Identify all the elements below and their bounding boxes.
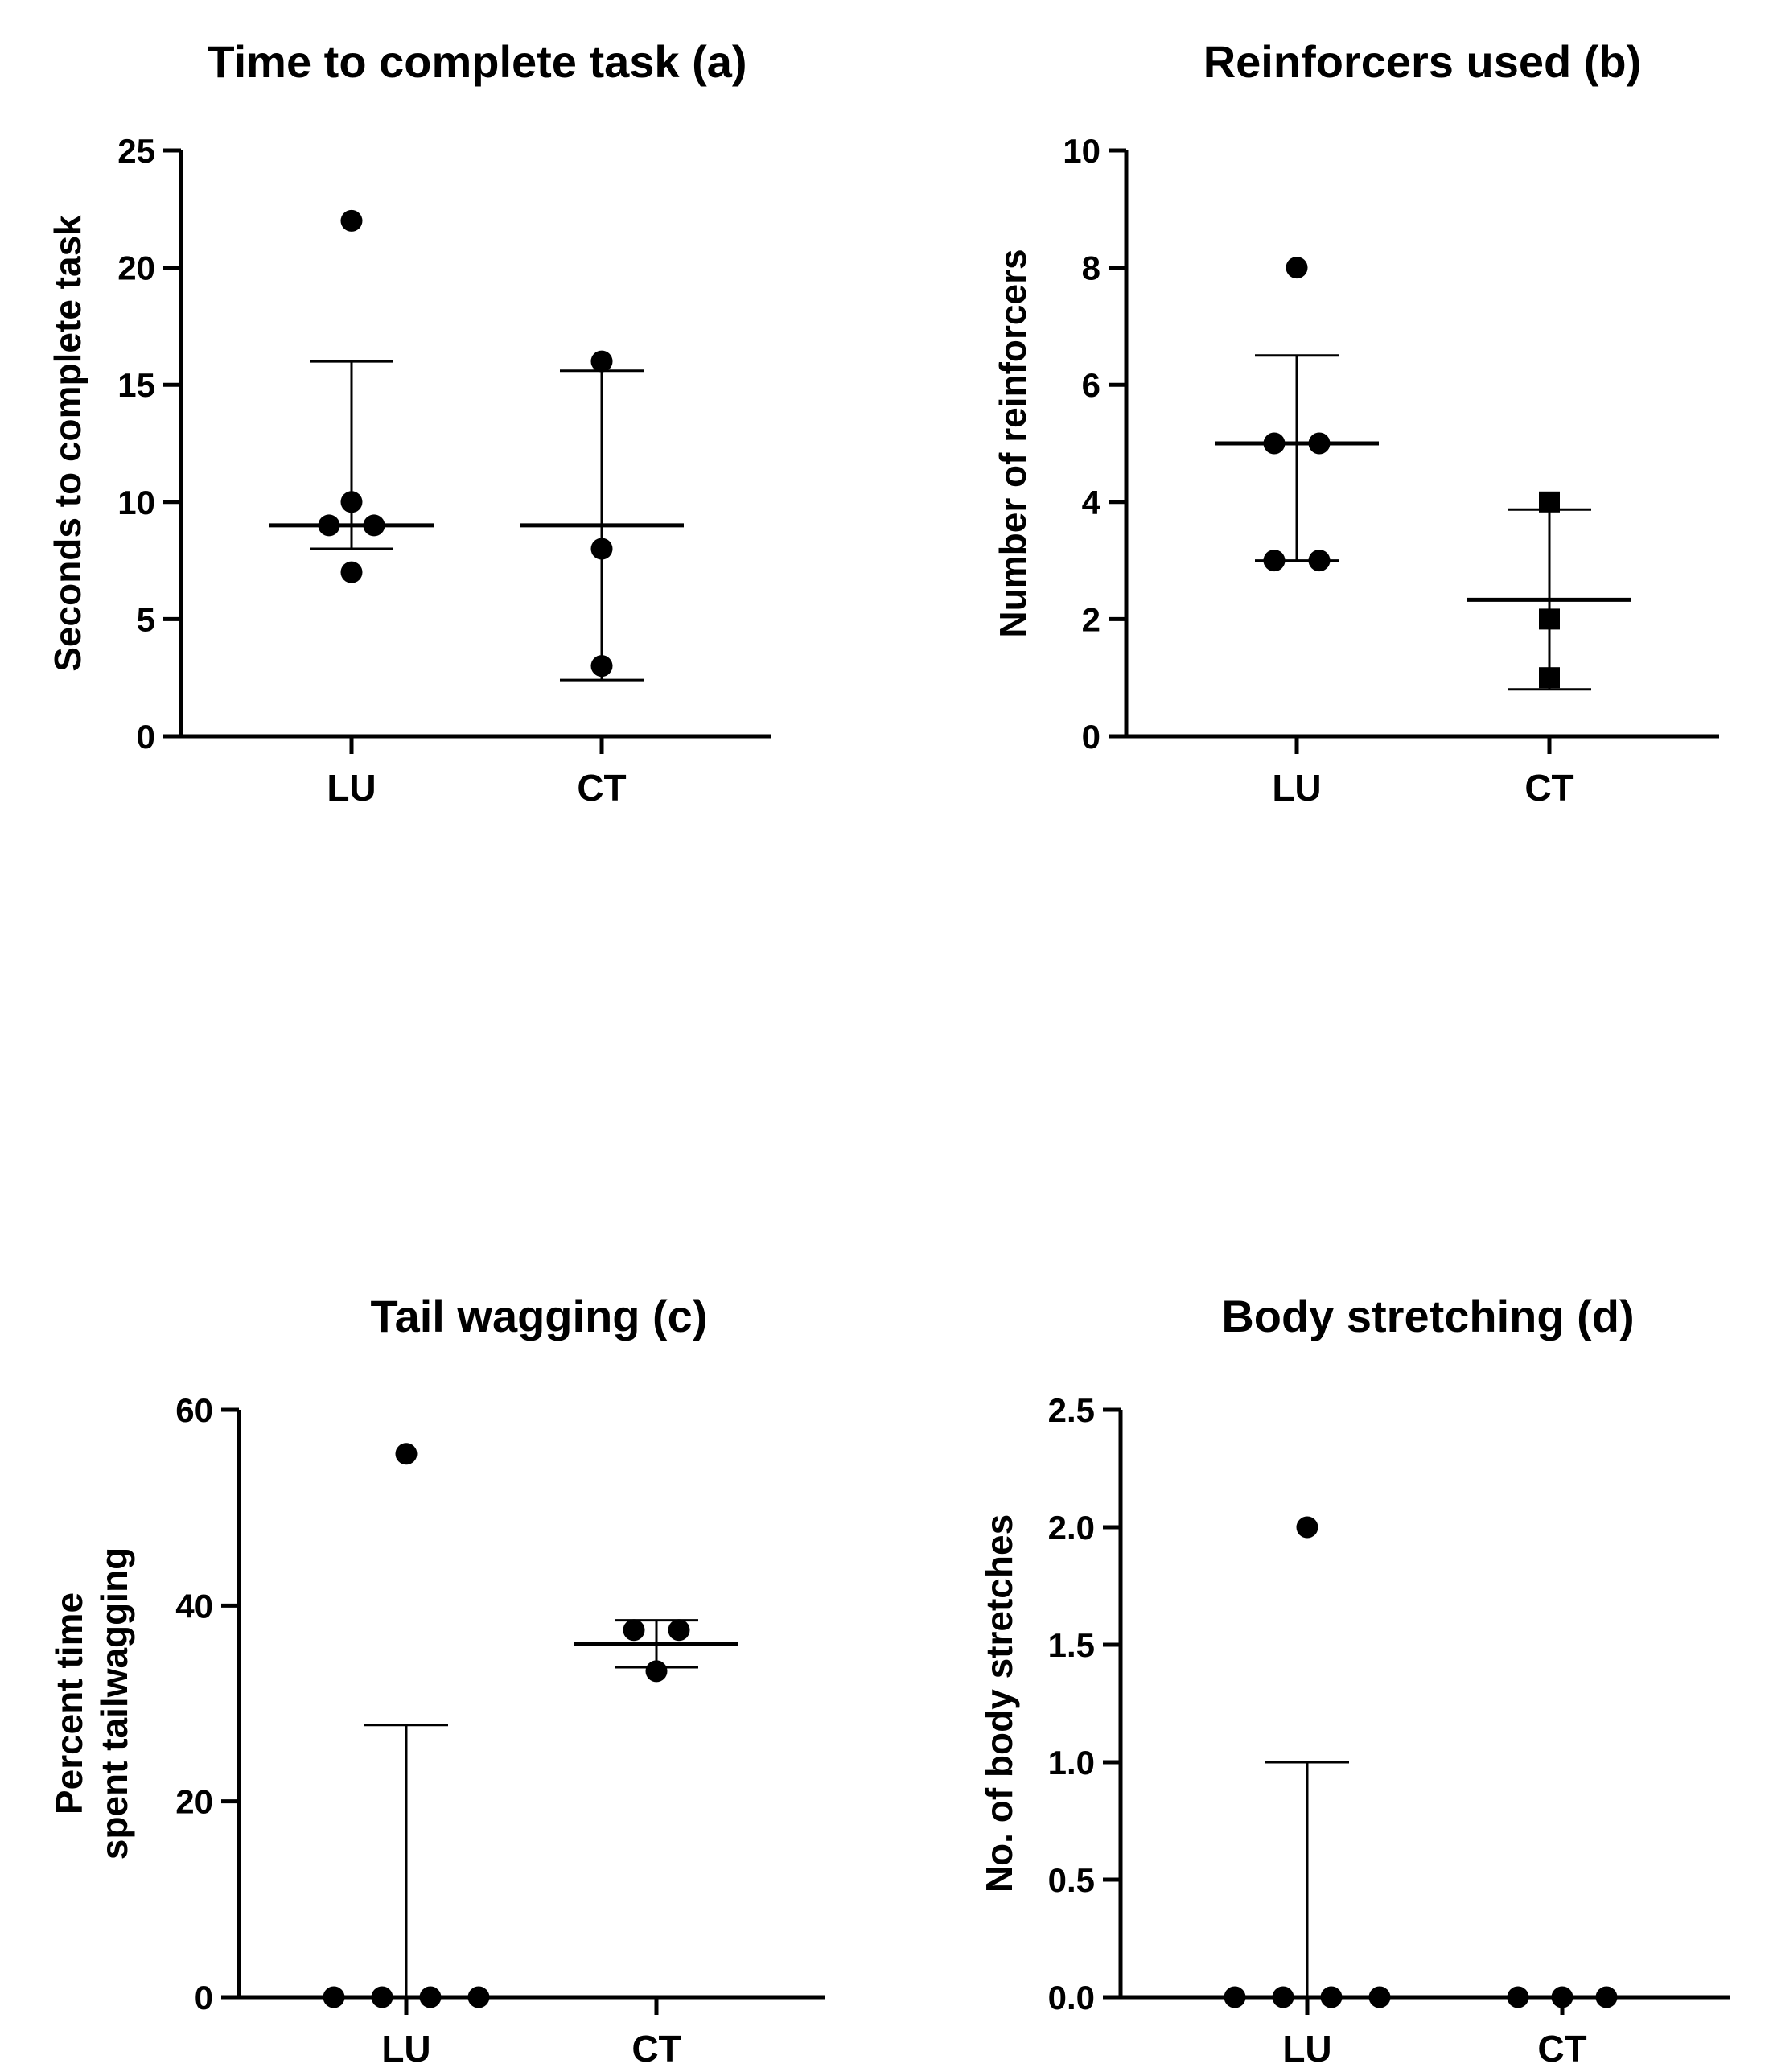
y-tick-label: 0 xyxy=(195,1979,213,2016)
data-point-lu xyxy=(1272,1986,1294,2008)
data-point-lu xyxy=(323,1986,345,2008)
y-tick-label: 4 xyxy=(1082,484,1101,521)
data-point-ct xyxy=(1539,608,1560,630)
data-point-lu xyxy=(318,514,340,537)
y-tick-label: 2.5 xyxy=(1048,1391,1095,1429)
data-point-lu xyxy=(340,209,363,232)
data-point-ct xyxy=(623,1619,645,1642)
x-tick-label: LU xyxy=(327,767,376,809)
chart-panel-a: Time to complete task (a) Seconds to comp… xyxy=(47,36,771,809)
y-axis-label: Seconds to complete task xyxy=(47,215,88,672)
data-point-ct xyxy=(1595,1986,1618,2008)
data-point-lu xyxy=(340,561,363,583)
y-tick-label: 10 xyxy=(117,484,155,521)
y-tick-label: 60 xyxy=(175,1391,213,1429)
y-tick-label: 20 xyxy=(117,249,155,287)
y-tick-label: 2 xyxy=(1082,600,1100,638)
chart-title: Time to complete task (a) xyxy=(207,36,747,87)
x-tick-label: LU xyxy=(1272,767,1321,809)
data-point-lu xyxy=(1320,1986,1343,2008)
y-axis-label-line: Number of reinforcers xyxy=(992,249,1034,637)
y-axis-label: Number of reinforcers xyxy=(992,249,1034,637)
data-point-lu xyxy=(1286,257,1308,279)
y-tick-label: 0 xyxy=(137,718,155,756)
data-point-lu xyxy=(340,491,363,513)
data-point-lu xyxy=(1368,1986,1391,2008)
y-tick-label: 8 xyxy=(1082,249,1100,287)
x-tick-label: LU xyxy=(381,2028,430,2070)
data-point-ct xyxy=(590,538,613,560)
data-point-lu xyxy=(1263,432,1286,455)
y-axis-label-line: Percent time xyxy=(48,1592,90,1815)
chart-panel-d: Body stretching (d) No. of body stretches… xyxy=(978,1291,1730,2070)
y-tick-label: 40 xyxy=(175,1587,213,1625)
data-point-lu xyxy=(467,1986,490,2008)
y-tick-label: 0.0 xyxy=(1048,1979,1095,2016)
data-point-lu xyxy=(1263,550,1286,572)
data-point-lu xyxy=(1308,432,1331,455)
y-tick-label: 0 xyxy=(1082,718,1100,756)
y-axis-label-line: spent tailwagging xyxy=(93,1547,135,1860)
x-tick-label: CT xyxy=(1524,767,1573,809)
y-tick-label: 0.5 xyxy=(1048,1861,1095,1899)
data-point-ct xyxy=(645,1660,668,1683)
chart-title: Tail wagging (c) xyxy=(371,1291,708,1341)
chart-title: Reinforcers used (b) xyxy=(1203,36,1642,87)
data-point-lu xyxy=(419,1986,442,2008)
y-tick-label: 1.0 xyxy=(1048,1744,1095,1782)
y-tick-label: 10 xyxy=(1063,132,1100,170)
y-tick-label: 6 xyxy=(1082,366,1100,404)
y-tick-label: 25 xyxy=(117,132,155,170)
data-point-ct xyxy=(590,655,613,678)
y-tick-label: 1.5 xyxy=(1048,1626,1095,1664)
data-point-ct xyxy=(1507,1986,1529,2008)
y-tick-label: 15 xyxy=(117,366,155,404)
data-point-ct xyxy=(1551,1986,1573,2008)
x-tick-label: CT xyxy=(577,767,626,809)
chart-panel-b: Reinforcers used (b) Number of reinforcer… xyxy=(992,36,1719,809)
data-point-ct xyxy=(1539,491,1560,513)
y-axis-label: Percent timespent tailwagging xyxy=(48,1547,135,1860)
data-point-ct xyxy=(668,1619,690,1642)
chart-title: Body stretching (d) xyxy=(1221,1291,1634,1341)
data-point-lu xyxy=(363,514,385,537)
x-tick-label: CT xyxy=(1537,2028,1586,2070)
data-point-lu xyxy=(1308,550,1331,572)
data-point-lu xyxy=(1296,1516,1318,1539)
y-axis-label-line: No. of body stretches xyxy=(978,1514,1020,1893)
y-axis-label-line: Seconds to complete task xyxy=(47,215,88,672)
data-point-lu xyxy=(371,1986,393,2008)
y-tick-label: 5 xyxy=(137,600,155,638)
chart-panel-c: Tail wagging (c) Percent timespent tailwa… xyxy=(48,1291,825,2070)
y-axis-label: No. of body stretches xyxy=(978,1514,1020,1893)
x-tick-label: LU xyxy=(1282,2028,1331,2070)
data-point-lu xyxy=(395,1443,418,1465)
data-point-ct xyxy=(590,350,613,373)
x-tick-label: CT xyxy=(631,2028,681,2070)
y-tick-label: 20 xyxy=(175,1783,213,1821)
data-point-ct xyxy=(1539,667,1560,689)
y-tick-label: 2.0 xyxy=(1048,1509,1095,1547)
data-point-lu xyxy=(1224,1986,1246,2008)
